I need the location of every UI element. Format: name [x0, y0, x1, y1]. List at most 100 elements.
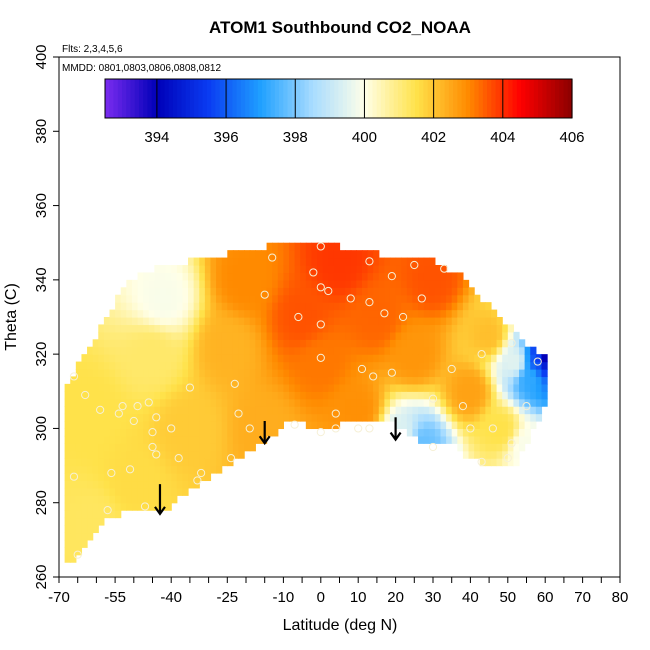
heatmap-cell — [305, 354, 313, 363]
heatmap-cell — [188, 309, 195, 318]
heatmap-cell — [188, 406, 195, 415]
heatmap-cell — [429, 279, 436, 288]
heatmap-cell — [199, 279, 206, 288]
heatmap-cell — [429, 309, 436, 318]
heatmap-cell — [412, 346, 419, 355]
heatmap-cell — [490, 354, 498, 363]
heatmap-cell — [137, 473, 144, 482]
heatmap-cell — [182, 309, 189, 318]
colorbar-segment — [567, 79, 573, 118]
heatmap-cell — [165, 376, 172, 385]
y-tick-label: 360 — [33, 193, 50, 218]
heatmap-cell — [339, 302, 346, 311]
heatmap-cell — [159, 346, 167, 355]
heatmap-cell — [87, 510, 94, 519]
heatmap-cell — [350, 383, 357, 392]
heatmap-cell — [199, 346, 206, 355]
heatmap-cell — [109, 428, 116, 437]
heatmap-cell — [75, 391, 83, 400]
heatmap-cell — [395, 309, 402, 318]
heatmap-cell — [496, 383, 503, 392]
heatmap-cell — [244, 279, 251, 288]
heatmap-cell — [115, 331, 122, 340]
heatmap-cell — [434, 287, 442, 296]
heatmap-cell — [328, 242, 335, 251]
heatmap-cell — [210, 287, 217, 296]
heatmap-cell — [165, 465, 172, 474]
colorbar-segment — [410, 79, 416, 118]
heatmap-cell — [266, 324, 273, 333]
heatmap-cell — [389, 302, 397, 311]
heatmap-cell — [204, 331, 212, 340]
measurement-point — [365, 298, 374, 307]
heatmap-cell — [103, 383, 111, 392]
heatmap-cell — [513, 369, 520, 378]
heatmap-cell — [255, 398, 262, 407]
heatmap-cell — [171, 383, 178, 392]
heatmap-cell — [277, 339, 284, 348]
heatmap-cell — [406, 346, 414, 355]
heatmap-cell — [401, 272, 408, 281]
y-axis-label: Theta (C) — [3, 283, 20, 351]
heatmap-cell — [423, 346, 430, 355]
heatmap-cell — [479, 383, 486, 392]
heatmap-cell — [384, 331, 391, 340]
heatmap-cell — [75, 517, 83, 526]
heatmap-cell — [305, 279, 313, 288]
heatmap-cell — [249, 383, 256, 392]
heatmap-cell — [165, 502, 172, 511]
heatmap-cell — [165, 265, 172, 274]
heatmap-cell — [193, 331, 200, 340]
colorbar-segment — [105, 79, 110, 118]
heatmap-cell — [328, 413, 335, 422]
heatmap-cell — [216, 383, 223, 392]
heatmap-cell — [70, 525, 77, 534]
heatmap-cell — [188, 465, 195, 474]
heatmap-cell — [232, 279, 240, 288]
heatmap-cell — [373, 331, 380, 340]
heatmap-cell — [232, 294, 240, 303]
heatmap-cell — [266, 398, 273, 407]
heatmap-cell — [395, 361, 402, 370]
heatmap-cell — [131, 428, 139, 437]
heatmap-cell — [373, 287, 380, 296]
heatmap-cell — [221, 324, 228, 333]
heatmap-cell — [244, 317, 251, 326]
heatmap-cell — [204, 324, 212, 333]
heatmap-cell — [154, 294, 161, 303]
measurement-point — [533, 357, 542, 366]
heatmap-cell — [434, 317, 442, 326]
heatmap-cell — [182, 435, 189, 444]
heatmap-cell — [131, 361, 139, 370]
measurement-point — [234, 409, 243, 418]
colorbar-segment — [474, 79, 480, 118]
heatmap-cell — [462, 443, 470, 452]
heatmap-cell — [384, 369, 391, 378]
heatmap-cell — [311, 369, 318, 378]
heatmap-cell — [244, 331, 251, 340]
heatmap-cell — [513, 428, 520, 437]
heatmap-cell — [300, 376, 307, 385]
heatmap-cell — [440, 383, 447, 392]
heatmap-cell — [541, 383, 548, 392]
heatmap-cell — [373, 279, 380, 288]
heatmap-cell — [474, 331, 481, 340]
heatmap-cell — [328, 361, 335, 370]
x-tick-label: 60 — [537, 589, 554, 606]
heatmap-cell — [182, 458, 189, 467]
heatmap-cell — [389, 413, 397, 422]
colorbar-segment — [330, 79, 335, 118]
heatmap-cell — [75, 502, 83, 511]
heatmap-cell — [367, 309, 374, 318]
heatmap-cell — [204, 421, 212, 430]
heatmap-cell — [451, 346, 458, 355]
heatmap-cell — [98, 458, 105, 467]
heatmap-cell — [496, 317, 503, 326]
heatmap-cell — [266, 257, 273, 266]
heatmap-cell — [92, 391, 99, 400]
heatmap-layer — [64, 242, 548, 563]
heatmap-cell — [64, 421, 71, 430]
measurement-point — [125, 465, 135, 474]
heatmap-cell — [204, 473, 212, 482]
heatmap-cell — [232, 443, 240, 452]
